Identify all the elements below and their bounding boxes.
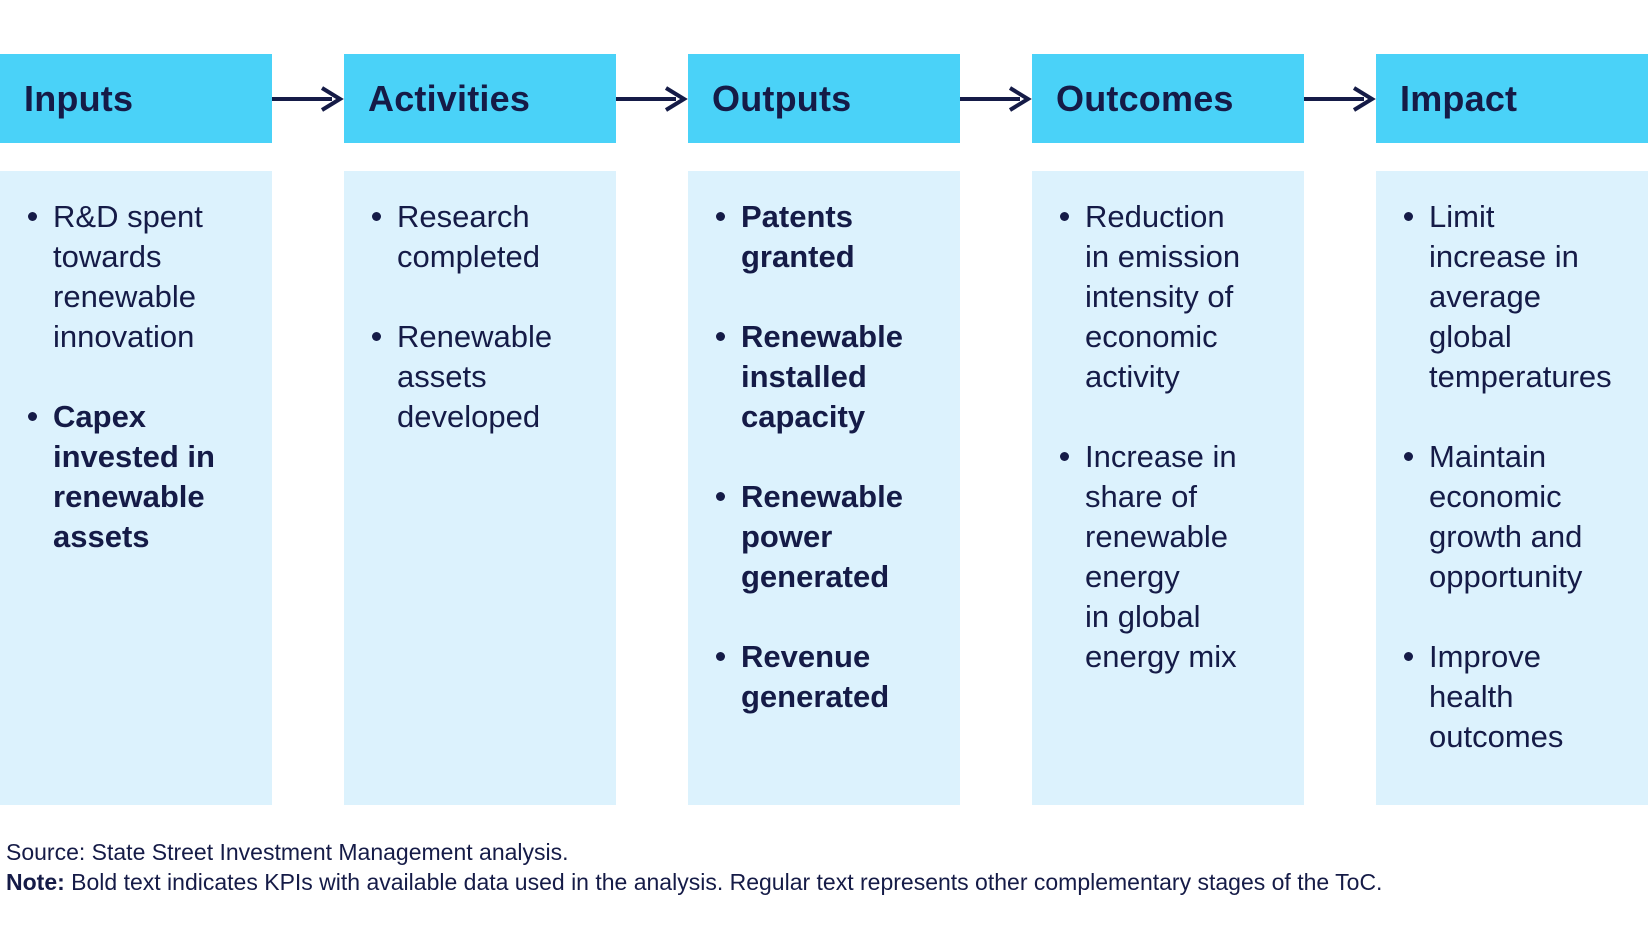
bullet-icon: [28, 412, 37, 421]
bullet-icon: [1404, 652, 1413, 661]
flow-arrow-icon: [960, 54, 1032, 143]
item-text: Improve health outcomes: [1429, 639, 1564, 754]
note-text: Bold text indicates KPIs with available …: [64, 869, 1383, 895]
column-body-outputs: Patents granted Renewable installed capa…: [688, 171, 960, 805]
flow-arrow-icon: [1304, 54, 1376, 143]
column-header-label: Impact: [1400, 77, 1518, 119]
item-text: Patents granted: [741, 199, 855, 274]
column-body-activities: Research completed Renewable assets deve…: [344, 171, 616, 805]
flow-arrow-icon: [616, 54, 688, 143]
item-text: Renewable assets developed: [397, 319, 553, 434]
column-body-inputs: R&D spent towards renewable innovation C…: [0, 171, 272, 805]
item-text: Limit increase in average global tempera…: [1429, 199, 1612, 394]
bullet-list: Research completed Renewable assets deve…: [372, 197, 596, 437]
column-body-outcomes: Reduction in emission intensity of econo…: [1032, 171, 1304, 805]
bullet-list: Reduction in emission intensity of econo…: [1060, 197, 1284, 677]
list-item-kpi: Renewable installed capacity: [716, 317, 940, 437]
column-header-label: Inputs: [24, 77, 134, 119]
bullet-icon: [716, 332, 725, 341]
column-header-label: Outcomes: [1056, 77, 1234, 119]
column-header-impact: Impact: [1376, 54, 1648, 143]
bullet-icon: [716, 492, 725, 501]
bullet-icon: [372, 332, 381, 341]
list-item: Increase in share of renewable energy in…: [1060, 437, 1284, 677]
list-item-kpi: Capex invested in renewable assets: [28, 397, 252, 557]
bullet-icon: [1060, 452, 1069, 461]
bullet-icon: [716, 212, 725, 221]
item-text: Reduction in emission intensity of econo…: [1085, 199, 1241, 394]
source-line: Source: State Street Investment Manageme…: [6, 839, 569, 865]
bullet-icon: [1404, 212, 1413, 221]
bullet-list: Limit increase in average global tempera…: [1404, 197, 1628, 757]
column-body-impact: Limit increase in average global tempera…: [1376, 171, 1648, 805]
item-text: Renewable power generated: [741, 479, 903, 594]
list-item: Maintain economic growth and opportunity: [1404, 437, 1628, 597]
list-item: R&D spent towards renewable innovation: [28, 197, 252, 357]
note-line: Note: Bold text indicates KPIs with avai…: [6, 867, 1648, 897]
toc-grid: Inputs Activities Outputs: [0, 54, 1648, 805]
list-item-kpi: Revenue generated: [716, 637, 940, 717]
item-text: Capex invested in renewable assets: [53, 399, 215, 554]
column-header-label: Activities: [368, 77, 531, 119]
item-text: Research completed: [397, 199, 541, 274]
list-item: Research completed: [372, 197, 596, 277]
list-item: Renewable assets developed: [372, 317, 596, 437]
column-header-outputs: Outputs: [688, 54, 960, 143]
item-text: Maintain economic growth and opportunity: [1429, 439, 1583, 594]
flow-arrow-icon: [272, 54, 344, 143]
bullet-icon: [716, 652, 725, 661]
item-text: R&D spent towards renewable innovation: [53, 199, 203, 354]
bullet-list: R&D spent towards renewable innovation C…: [28, 197, 252, 557]
footer: Source: State Street Investment Manageme…: [0, 837, 1648, 897]
list-item-kpi: Renewable power generated: [716, 477, 940, 597]
column-header-activities: Activities: [344, 54, 616, 143]
bullet-icon: [28, 212, 37, 221]
bullet-list: Patents granted Renewable installed capa…: [716, 197, 940, 717]
list-item: Improve health outcomes: [1404, 637, 1628, 757]
bullet-icon: [372, 212, 381, 221]
column-header-outcomes: Outcomes: [1032, 54, 1304, 143]
column-header-inputs: Inputs: [0, 54, 272, 143]
item-text: Renewable installed capacity: [741, 319, 903, 434]
bullet-icon: [1060, 212, 1069, 221]
bullet-icon: [1404, 452, 1413, 461]
item-text: Revenue generated: [741, 639, 890, 714]
column-header-label: Outputs: [712, 77, 852, 119]
list-item: Limit increase in average global tempera…: [1404, 197, 1628, 397]
list-item: Reduction in emission intensity of econo…: [1060, 197, 1284, 397]
note-label: Note:: [6, 869, 65, 895]
item-text: Increase in share of renewable energy in…: [1085, 439, 1237, 674]
list-item-kpi: Patents granted: [716, 197, 940, 277]
